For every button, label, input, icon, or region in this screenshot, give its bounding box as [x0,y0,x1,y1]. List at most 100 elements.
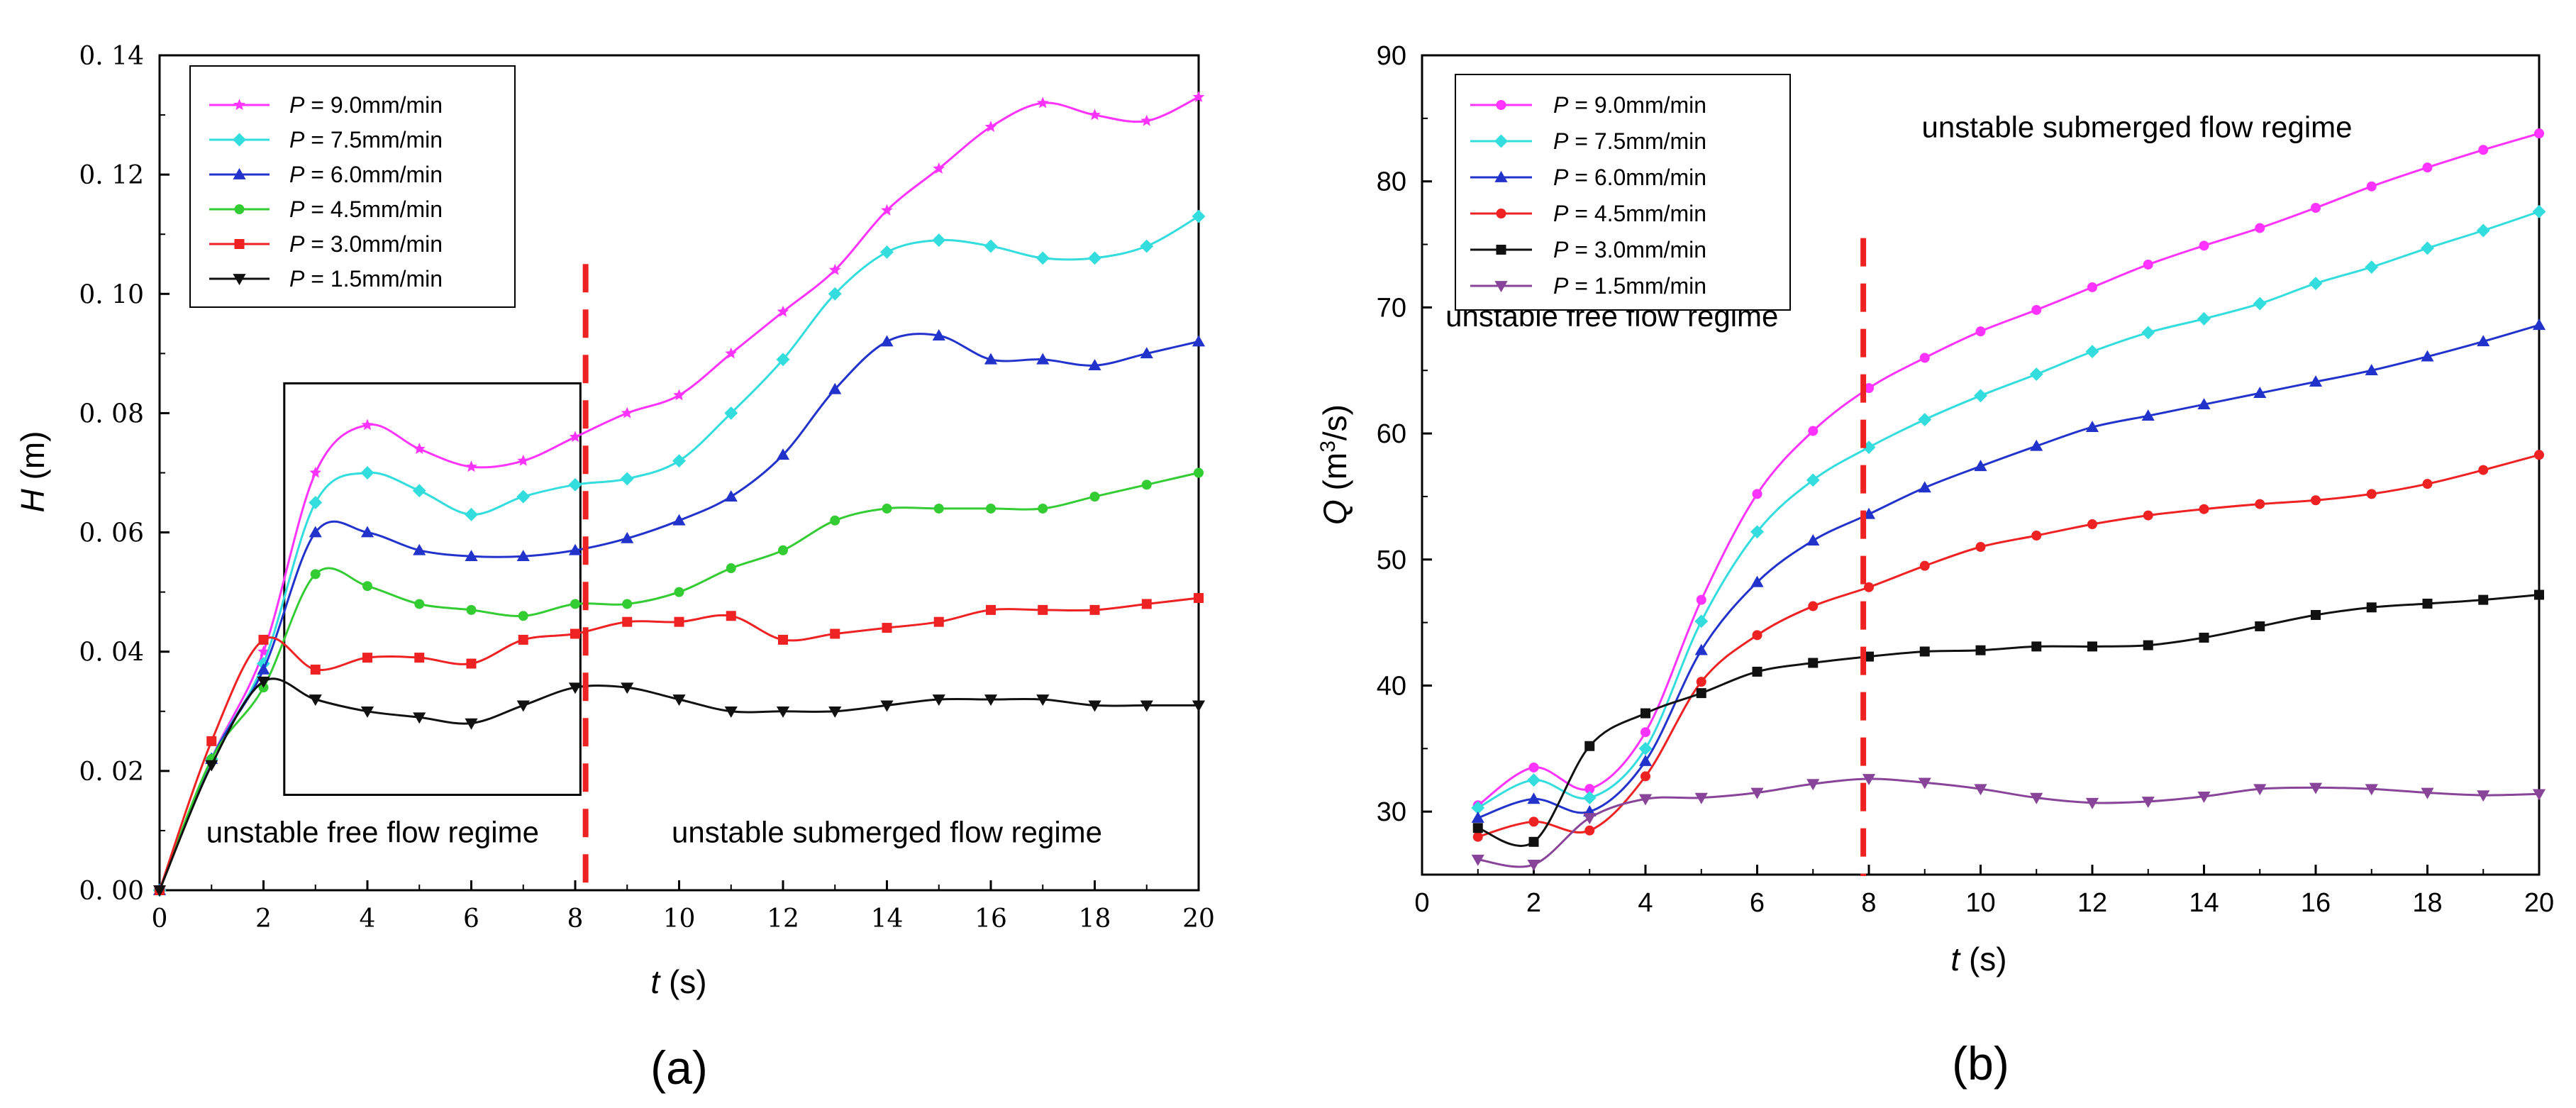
data-point [1638,741,1653,755]
legend-label-text: = 6.0mm/min [1568,165,1706,190]
data-point [880,335,894,347]
legend-label: P = 9.0mm/min [1553,92,1706,118]
x-tick-label: 20 [1182,904,1215,934]
data-point [1919,646,1930,657]
data-point [360,706,374,718]
data-point [1528,816,1539,827]
data-point [986,604,996,615]
data-point [2534,450,2544,460]
y-axis-label-var: Q [1316,499,1353,525]
data-point [309,466,322,478]
x-tick-label: 14 [2189,888,2219,918]
data-point [1640,771,1650,782]
x-axis-label-var: t [1950,941,1961,977]
panel-label: (b) [1952,1037,2009,1090]
data-point [568,543,582,555]
regime-annotation: unstable free flow regime [206,816,539,849]
y-tick-label: 0. 14 [79,42,144,71]
data-point [1919,353,1930,363]
x-tick-label: 6 [1750,888,1765,918]
series-line [1477,594,2540,847]
data-point [1194,593,1204,604]
y-tick-label: 0. 00 [79,877,144,906]
regime-annotation: unstable submerged flow regime [672,816,1102,849]
data-point [830,628,840,639]
x-tick-label: 12 [2077,888,2107,918]
legend-marker [1496,100,1506,110]
data-point [413,543,426,555]
x-tick-label: 2 [255,904,272,934]
data-point [1975,645,1986,655]
data-point [2421,350,2434,362]
data-point [2031,304,2042,315]
legend-label: P = 7.5mm/min [289,127,443,153]
data-point [1696,594,1706,605]
data-point [2422,162,2433,173]
x-tick-label: 2 [1526,888,1541,918]
data-point [1088,700,1101,712]
data-point [516,550,530,562]
data-point [1974,784,1987,796]
data-point [2029,367,2043,382]
data-point [828,263,841,275]
x-axis-label: t (s) [1950,941,2006,977]
data-point [465,460,477,472]
data-point [622,599,633,609]
x-axis-label: t (s) [650,963,706,1000]
data-point [2366,489,2377,499]
legend-label-text: = 7.5mm/min [1568,128,1706,154]
data-point [205,760,218,772]
data-point [1975,542,1986,552]
data-point [1808,601,1819,611]
data-point [724,706,738,718]
data-point [2255,499,2265,509]
series-3 [1471,318,2546,823]
data-point [984,353,998,365]
data-point [309,496,323,509]
legend-entry: P = 7.5mm/min [1470,128,1706,154]
data-point [2143,259,2153,270]
series-5 [155,593,1204,895]
x-tick-label: 20 [2524,888,2554,918]
data-point [1750,787,1764,799]
legend-marker [233,274,246,286]
legend-marker [233,167,246,179]
data-point [1472,831,1483,842]
data-point [1140,114,1153,126]
data-point [2031,531,2042,541]
data-point [674,616,684,627]
data-point [620,472,634,486]
series-line [1477,453,2540,838]
data-point [984,121,997,132]
y-tick-label: 0. 06 [79,519,144,548]
data-point [2478,594,2489,605]
legend-label-text: = 3.0mm/min [304,231,443,257]
data-point [1694,614,1709,628]
data-point [932,233,946,248]
data-point [2197,792,2211,803]
data-point [1584,825,1595,836]
data-point [1919,560,1930,571]
data-point [1864,582,1874,592]
y-axis-label-superscript: 3 [1316,441,1340,453]
series-1 [1472,128,2544,811]
legend-label: P = 1.5mm/min [289,266,443,292]
data-point [2478,465,2489,475]
legend-marker [1494,281,1508,293]
data-point [882,503,892,514]
data-point [362,581,372,592]
data-point [2421,241,2434,255]
data-point [152,885,167,897]
data-point [1141,480,1152,490]
y-tick-label: 90 [1377,41,1406,71]
data-point [2087,641,2097,652]
data-point [933,503,944,514]
series-line [158,677,1199,891]
legend-entry: P = 1.5mm/min [1470,273,1706,299]
data-point [517,454,530,466]
data-point [2141,326,2155,340]
legend-entry: P = 4.5mm/min [209,196,443,222]
data-point [1582,791,1597,805]
y-tick-label: 30 [1377,797,1406,827]
data-point [1527,859,1540,871]
